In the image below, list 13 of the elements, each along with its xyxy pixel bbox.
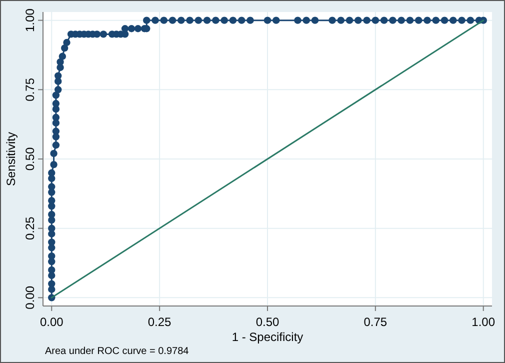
y-tick-label: 0.50 [23, 147, 37, 171]
y-tick-label: 0.25 [23, 216, 37, 240]
y-tick-label: 0.75 [23, 78, 37, 102]
y-axis-title: Sensitivity [4, 132, 18, 186]
y-tick-label: 1.00 [23, 8, 37, 32]
x-tick-label: 0.75 [364, 315, 388, 329]
x-axis-title: 1 - Specificity [232, 330, 304, 344]
x-tick-label: 0.50 [256, 315, 280, 329]
x-tick-label: 0.00 [40, 315, 64, 329]
x-tick-label: 0.25 [148, 315, 172, 329]
y-tick-label: 0.00 [23, 286, 37, 310]
x-tick-label: 1.00 [472, 315, 496, 329]
text: Area under ROC curve = 0.9784 [45, 346, 190, 357]
